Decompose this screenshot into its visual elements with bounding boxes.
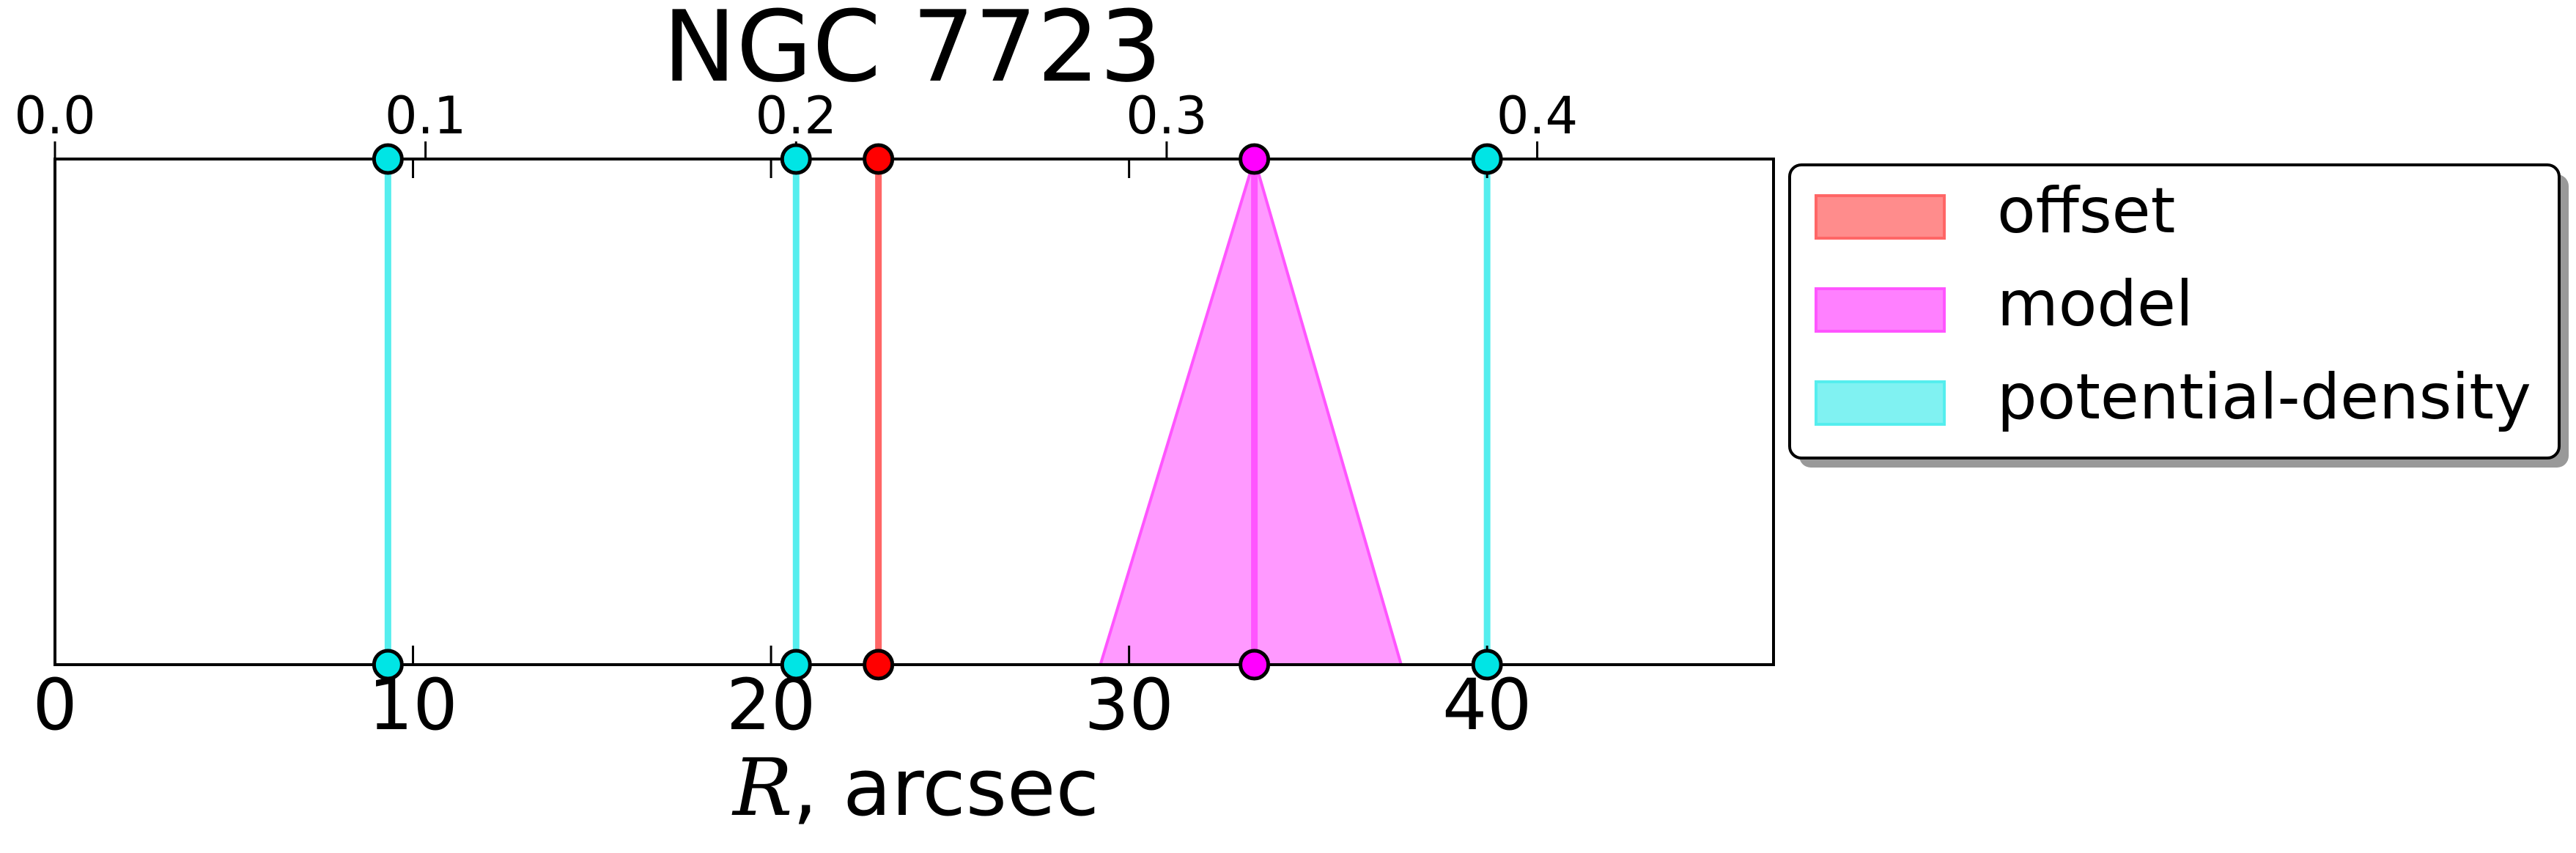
legend-swatch-potential-density [1816,382,1944,424]
top-tick-label-3: 0.3 [1126,86,1207,146]
bottom-tick-label-3: 30 [1085,664,1174,746]
potential-density-marker-top-1 [782,145,810,173]
potential-density-marker-top-0 [374,145,402,173]
potential-density-marker-bottom-1 [782,651,810,679]
legend-label-model: model [1997,267,2193,341]
potential-density-marker-bottom-0 [374,651,402,679]
potential-density-marker-top-2 [1473,145,1501,173]
chart-title: NGC 7723 [663,0,1162,104]
top-tick-label-4: 0.4 [1496,86,1578,146]
plot-frame [55,159,1774,665]
potential-density-marker-bottom-2 [1473,651,1501,679]
legend-swatch-offset [1816,196,1944,238]
x-axis-label: R, arcsec [731,742,1099,834]
legend: offset model potential-density [1790,165,2569,468]
model-marker-top-0 [1241,145,1269,173]
model-band [1101,159,1401,665]
legend-label-potential-density: potential-density [1997,361,2531,434]
x-axis-label-symbol: R [731,742,792,834]
model-bands [1101,159,1401,665]
top-tick-label-2: 0.2 [756,86,837,146]
offset-marker-bottom-0 [865,651,893,679]
bottom-tick-label-0: 0 [32,664,77,746]
x-axis-label-unit: , arcsec [792,742,1099,834]
legend-swatch-model [1816,289,1944,331]
offset-marker-top-0 [865,145,893,173]
legend-label-offset: offset [1997,174,2175,248]
model-marker-bottom-0 [1241,651,1269,679]
top-tick-label-0: 0.0 [14,86,95,146]
top-tick-label-1: 0.1 [385,86,466,146]
